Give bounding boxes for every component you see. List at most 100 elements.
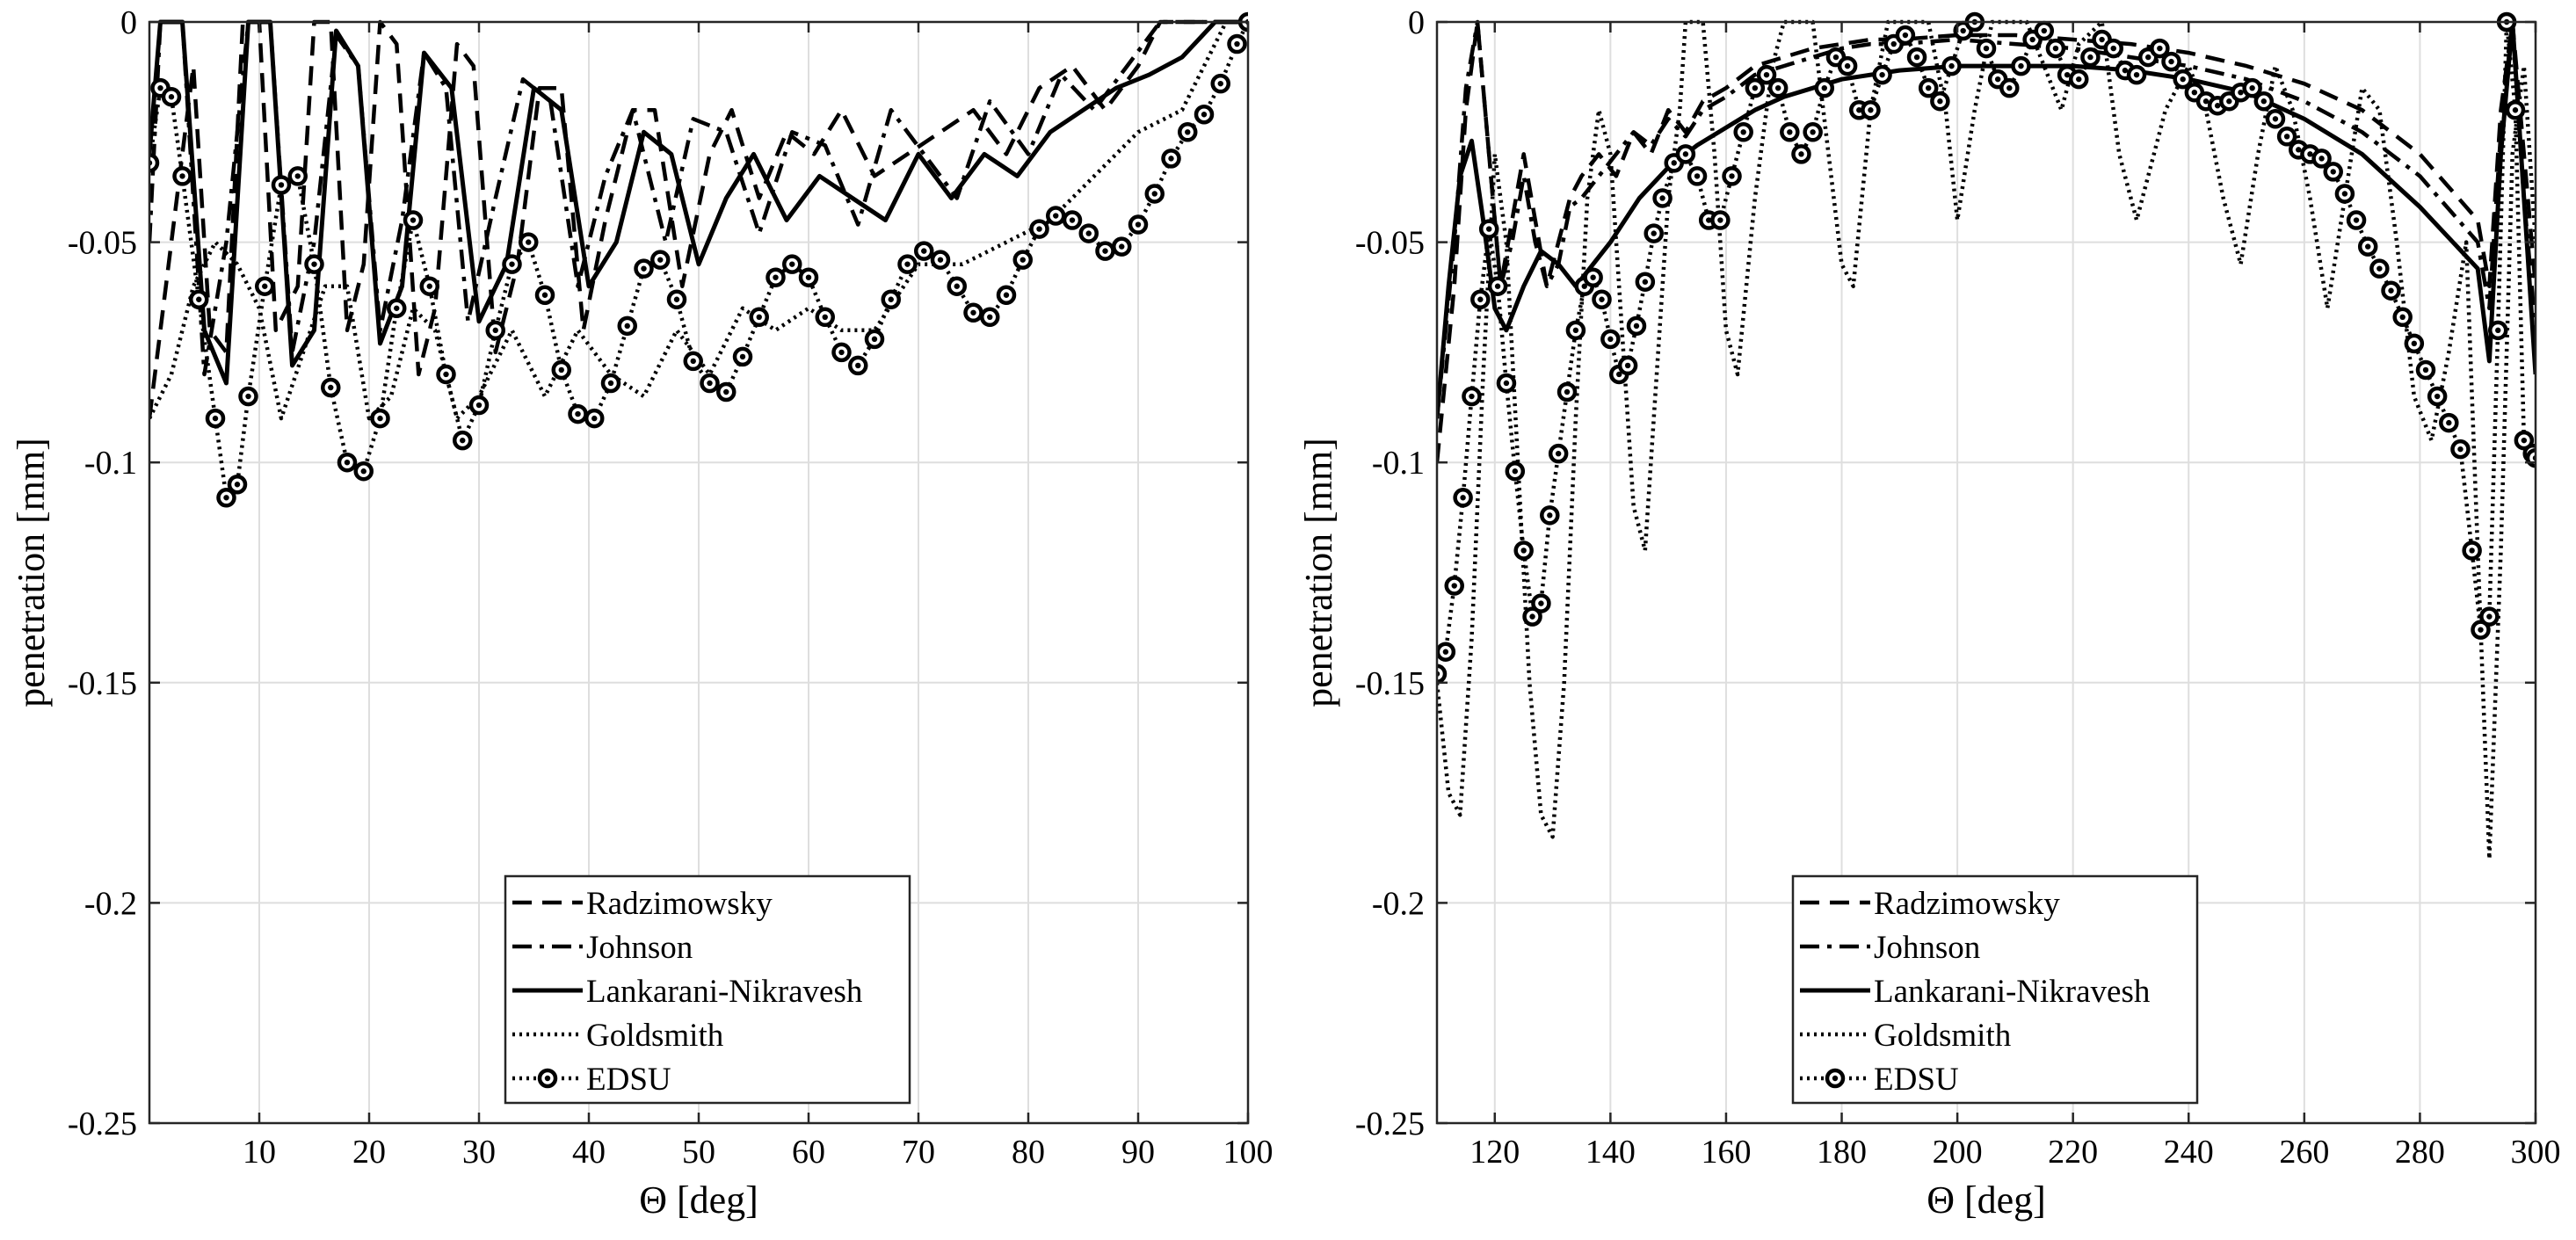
legend-label: Goldsmith [586, 1018, 724, 1054]
data-point [1814, 77, 1835, 98]
data-point [1112, 236, 1132, 257]
data-point [798, 267, 819, 287]
series-group [149, 11, 1248, 508]
chart-panel-right: 120 140 160 180 200 220 240 260 280 300 0 -0.05 -0.1… [1297, 4, 2561, 1222]
data-point [1470, 289, 1491, 310]
data-point [1565, 320, 1586, 341]
data-point [2439, 412, 2459, 433]
data-point [2150, 38, 2170, 59]
legend-item: Goldsmith [512, 1018, 724, 1054]
data-point [502, 254, 522, 274]
data-point [227, 475, 248, 495]
x-tick-label: 100 [1223, 1134, 1273, 1171]
y-axis-label: penetration [mm] [10, 438, 53, 707]
legend: Radzimowsky Johnson Lankarani-Nikravesh Gol… [1791, 874, 2199, 1105]
data-point [2427, 386, 2448, 407]
data-point [617, 315, 637, 337]
data-point [831, 342, 852, 363]
legend-label: Johnson [586, 930, 693, 966]
legend-item: EDSU [512, 1062, 671, 1098]
x-tick-label: 40 [572, 1134, 606, 1171]
data-point [1767, 77, 1789, 98]
y-tick-label: -0.05 [1355, 225, 1425, 262]
legend-label: Johnson [1874, 930, 1980, 966]
x-tick-label: 120 [1469, 1134, 1520, 1171]
data-point [534, 285, 555, 305]
data-point [403, 210, 424, 230]
x-tick-label: 240 [2164, 1134, 2214, 1171]
data-point [815, 307, 835, 328]
data-point [1600, 329, 1621, 350]
data-point [216, 488, 236, 508]
data-point [1462, 386, 1482, 407]
data-point [1531, 593, 1551, 613]
data-point [1626, 315, 1647, 337]
data-point [1210, 73, 1230, 94]
x-axis-label: Θ [deg] [1927, 1178, 2046, 1222]
data-point [1078, 223, 1099, 243]
data-point [930, 250, 951, 270]
data-point [2311, 149, 2332, 169]
data-point [1095, 241, 1115, 261]
data-point [2505, 99, 2526, 120]
data-point [1012, 250, 1033, 270]
legend-item: Goldsmith [1800, 1018, 2012, 1054]
x-tick-label: 60 [792, 1134, 825, 1171]
data-point [1548, 443, 1569, 464]
legend-label: EDSU [1874, 1062, 1959, 1098]
data-point [963, 302, 983, 323]
data-point [1227, 33, 1247, 54]
data-point [1496, 373, 1517, 394]
data-point [2276, 127, 2297, 147]
data-point [2369, 258, 2390, 279]
data-point [436, 364, 456, 385]
y-tick-label: 0 [1408, 4, 1425, 41]
data-point [337, 452, 358, 473]
data-point [2195, 91, 2217, 112]
y-tick-label: -0.1 [84, 445, 137, 482]
data-point [205, 408, 226, 429]
data-point [370, 408, 390, 429]
legend-label: EDSU [586, 1062, 671, 1098]
data-point [600, 373, 621, 394]
legend-marker [537, 1068, 558, 1089]
data-point [881, 289, 901, 310]
data-point [2242, 77, 2262, 98]
data-point [996, 285, 1017, 305]
data-point [353, 460, 374, 482]
data-point [897, 254, 918, 274]
data-point [485, 320, 505, 341]
x-axis-label: Θ [deg] [639, 1178, 758, 1222]
data-point [683, 351, 703, 372]
series-group [1437, 11, 2536, 861]
data-point [2450, 439, 2471, 460]
legend-item: Lankarani-Nikravesh [1800, 974, 2151, 1010]
legend-label: Goldsmith [1874, 1018, 2012, 1054]
data-point [2011, 55, 2031, 76]
legend-marker [1825, 1068, 1846, 1089]
legend-item: Johnson [512, 930, 693, 966]
y-axis-label: penetration [mm] [1297, 438, 1340, 707]
x-tick-label: 90 [1121, 1134, 1155, 1171]
x-tick-label: 70 [902, 1134, 935, 1171]
x-tick-label: 140 [1586, 1134, 1636, 1171]
data-point [1029, 219, 1049, 239]
x-tick-label: 280 [2395, 1134, 2445, 1171]
data-point [782, 254, 802, 274]
data-point [238, 386, 258, 407]
data-point [650, 250, 671, 270]
data-point [2415, 359, 2436, 381]
x-tick-label: 50 [682, 1134, 715, 1171]
legend-label: Lankarani-Nikravesh [586, 974, 863, 1010]
data-point [2346, 210, 2367, 230]
data-point [1556, 381, 1578, 402]
data-point [1592, 289, 1612, 310]
data-point [1062, 210, 1083, 230]
data-point [304, 254, 324, 274]
data-point [551, 359, 571, 381]
data-point [1837, 55, 1858, 76]
data-point [387, 298, 407, 319]
data-point [732, 346, 753, 367]
x-tick-label: 80 [1012, 1134, 1045, 1171]
